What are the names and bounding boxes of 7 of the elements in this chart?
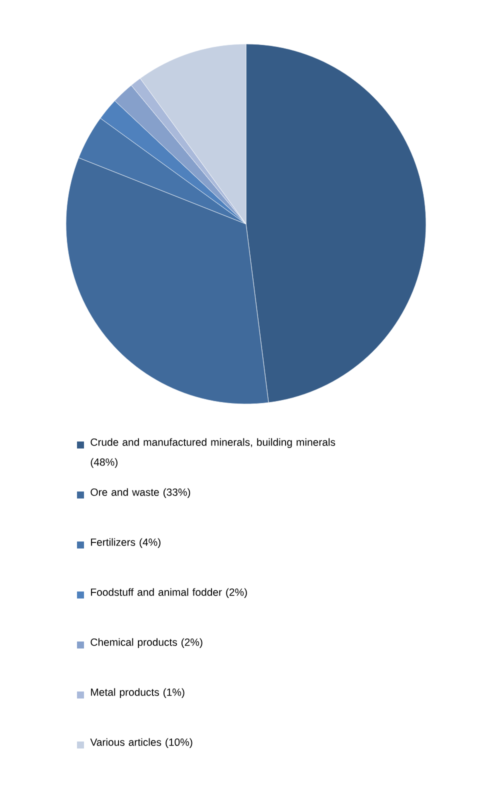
legend-label: Various articles (10%) xyxy=(90,738,192,748)
legend-label: Metal products (1%) xyxy=(91,688,184,698)
legend-label: Fertilizers (4%) xyxy=(91,538,160,548)
legend-label: Foodstuff and animal fodder (2%) xyxy=(91,588,247,598)
legend-label: Chemical products (2%) xyxy=(90,638,202,648)
legend-label: Ore and waste (33%) xyxy=(90,488,190,498)
legend-label: Crude and manufactured minerals, building minerals (48%) xyxy=(90,438,336,468)
